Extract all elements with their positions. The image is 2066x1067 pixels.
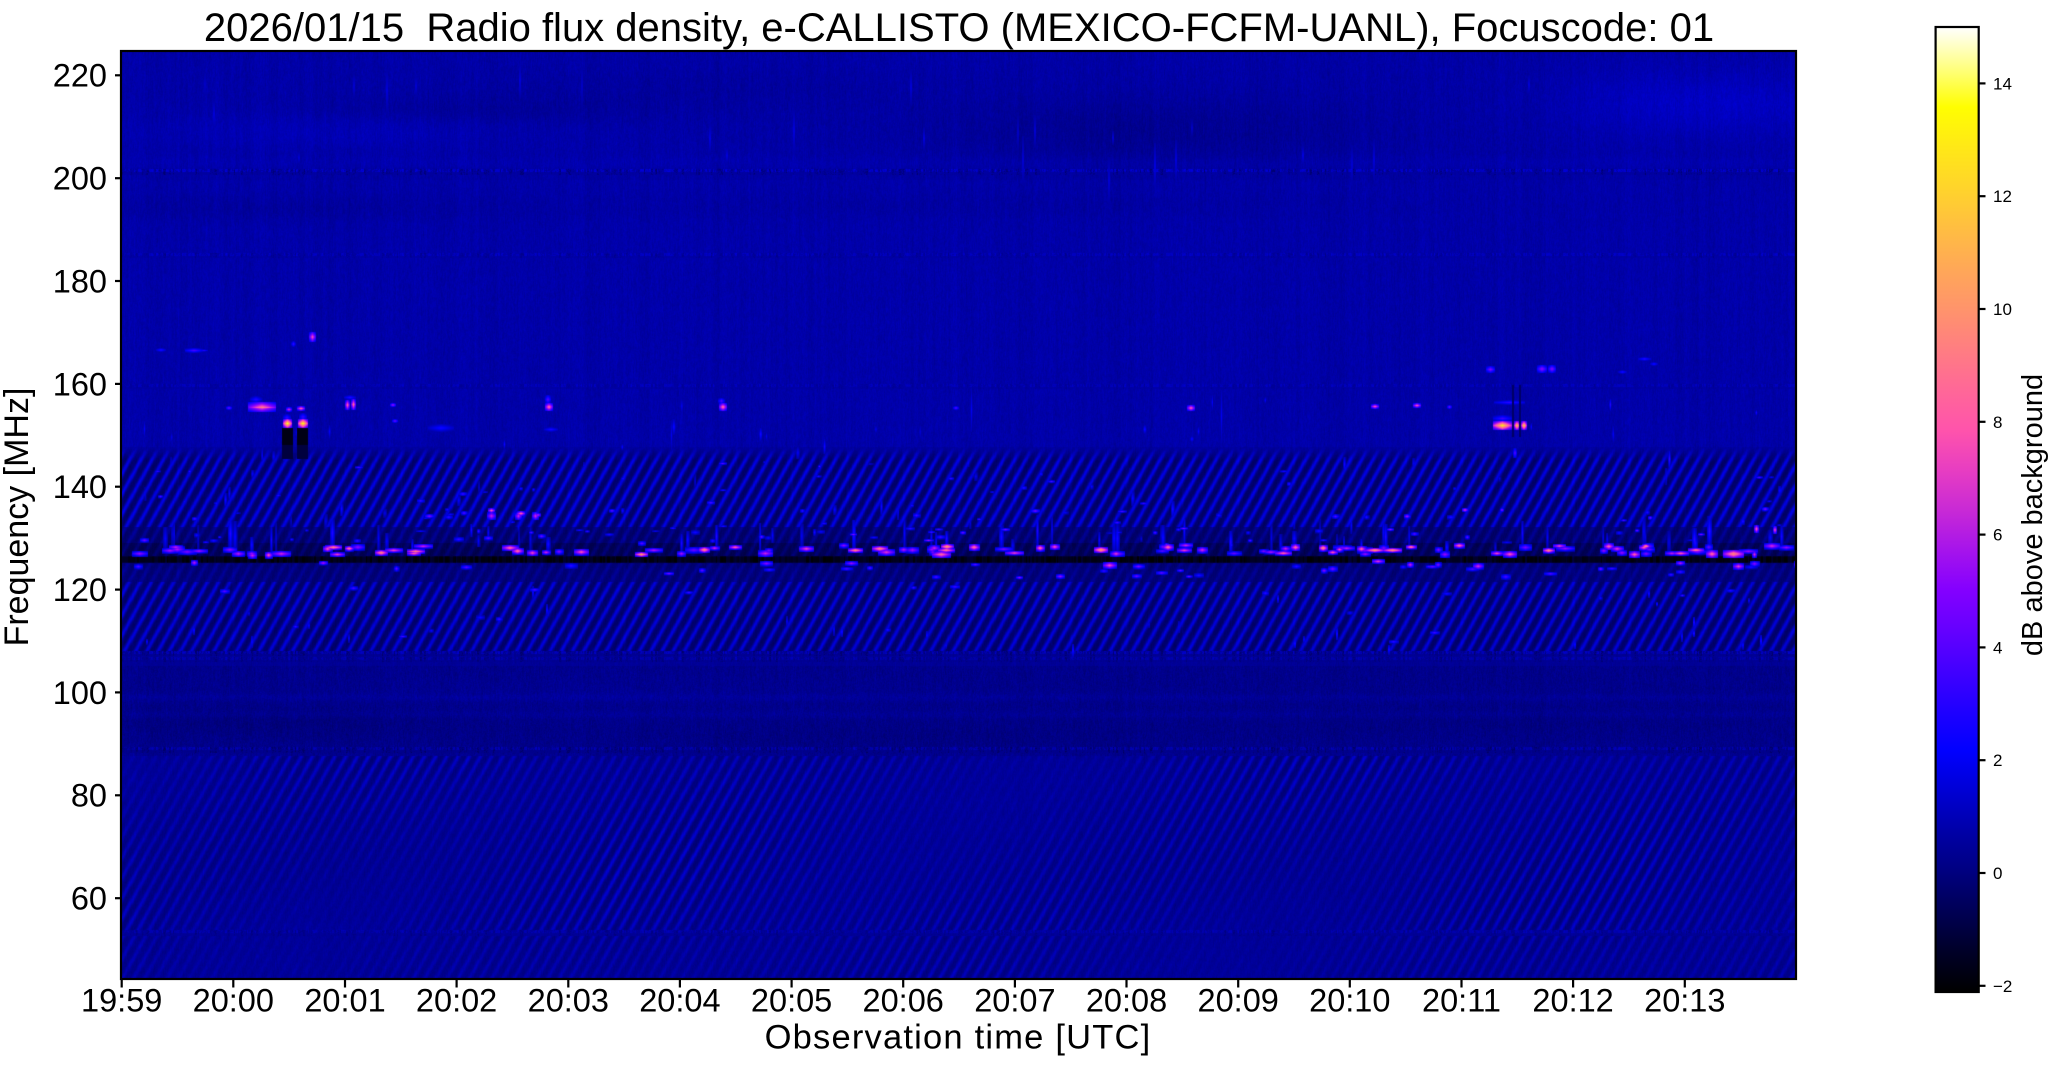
svg-text:100: 100 — [53, 675, 107, 711]
svg-text:20:12: 20:12 — [1532, 983, 1613, 1019]
svg-text:180: 180 — [53, 263, 107, 299]
svg-text:80: 80 — [71, 778, 107, 814]
svg-text:6: 6 — [1993, 526, 2002, 545]
svg-text:20:10: 20:10 — [1309, 983, 1390, 1019]
svg-text:60: 60 — [71, 881, 107, 917]
svg-text:20:01: 20:01 — [304, 983, 385, 1019]
svg-text:20:09: 20:09 — [1198, 983, 1279, 1019]
svg-text:20:02: 20:02 — [416, 983, 497, 1019]
svg-text:220: 220 — [53, 58, 107, 94]
svg-text:8: 8 — [1993, 413, 2002, 432]
svg-text:10: 10 — [1993, 300, 2012, 319]
svg-text:20:03: 20:03 — [528, 983, 609, 1019]
svg-text:Frequency [MHz]: Frequency [MHz] — [0, 388, 36, 647]
svg-text:dB above background: dB above background — [2017, 374, 2049, 656]
svg-text:−2: −2 — [1993, 977, 2012, 996]
svg-text:20:04: 20:04 — [639, 983, 720, 1019]
svg-text:20:13: 20:13 — [1644, 983, 1725, 1019]
svg-text:20:07: 20:07 — [974, 983, 1055, 1019]
svg-text:14: 14 — [1993, 74, 2012, 93]
svg-text:Observation time [UTC]: Observation time [UTC] — [765, 1019, 1152, 1057]
svg-text:120: 120 — [53, 572, 107, 608]
svg-text:2: 2 — [1993, 751, 2002, 770]
svg-text:19:59: 19:59 — [81, 983, 162, 1019]
svg-text:20:00: 20:00 — [193, 983, 274, 1019]
svg-text:4: 4 — [1993, 638, 2002, 657]
svg-text:140: 140 — [53, 469, 107, 505]
svg-text:20:05: 20:05 — [751, 983, 832, 1019]
svg-text:12: 12 — [1993, 187, 2012, 206]
svg-text:160: 160 — [53, 366, 107, 402]
svg-text:20:06: 20:06 — [863, 983, 944, 1019]
svg-text:2026/01/15 Radio flux density: 2026/01/15 Radio flux density, e-CALLIST… — [204, 6, 1714, 50]
svg-text:20:11: 20:11 — [1422, 983, 1501, 1019]
svg-text:0: 0 — [1993, 864, 2002, 883]
svg-text:200: 200 — [53, 161, 107, 197]
svg-text:20:08: 20:08 — [1086, 983, 1167, 1019]
